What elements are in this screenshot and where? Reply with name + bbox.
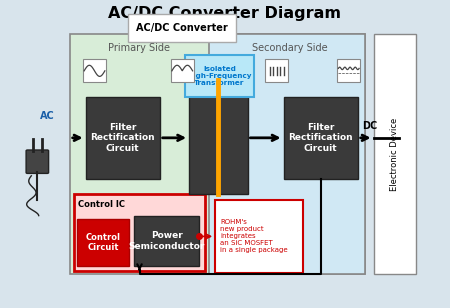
FancyBboxPatch shape bbox=[134, 216, 199, 266]
Text: AC/DC Converter: AC/DC Converter bbox=[136, 23, 228, 33]
FancyBboxPatch shape bbox=[337, 59, 360, 82]
Text: Control IC: Control IC bbox=[78, 200, 125, 209]
FancyBboxPatch shape bbox=[284, 97, 358, 179]
Text: Power
Semiconductor: Power Semiconductor bbox=[129, 231, 205, 251]
Text: Secondary Side: Secondary Side bbox=[252, 43, 328, 53]
Text: ROHM's
new product
integrates
an SiC MOSFET
in a single package: ROHM's new product integrates an SiC MOS… bbox=[220, 219, 288, 253]
FancyBboxPatch shape bbox=[171, 59, 194, 82]
Text: Primary Side: Primary Side bbox=[108, 43, 171, 53]
FancyBboxPatch shape bbox=[70, 34, 364, 274]
Text: Control
Circuit: Control Circuit bbox=[86, 233, 121, 252]
FancyBboxPatch shape bbox=[77, 219, 129, 266]
FancyBboxPatch shape bbox=[374, 34, 416, 274]
FancyBboxPatch shape bbox=[209, 34, 364, 274]
Text: Filter
Rectification
Circuit: Filter Rectification Circuit bbox=[90, 123, 155, 153]
Text: DC: DC bbox=[362, 120, 378, 131]
FancyBboxPatch shape bbox=[83, 59, 106, 82]
FancyBboxPatch shape bbox=[26, 150, 49, 173]
FancyBboxPatch shape bbox=[86, 97, 160, 179]
FancyBboxPatch shape bbox=[189, 80, 248, 194]
Text: Isolated
High-Frequency
Transformer: Isolated High-Frequency Transformer bbox=[187, 66, 252, 86]
FancyBboxPatch shape bbox=[265, 59, 288, 82]
FancyBboxPatch shape bbox=[128, 14, 236, 42]
Text: Filter
Rectification
Circuit: Filter Rectification Circuit bbox=[288, 123, 353, 153]
FancyBboxPatch shape bbox=[74, 194, 205, 271]
Text: AC/DC Converter Diagram: AC/DC Converter Diagram bbox=[108, 6, 342, 21]
Text: Electronic Device: Electronic Device bbox=[391, 117, 400, 191]
FancyBboxPatch shape bbox=[215, 200, 303, 273]
Text: AC: AC bbox=[40, 111, 54, 121]
FancyBboxPatch shape bbox=[184, 55, 254, 97]
